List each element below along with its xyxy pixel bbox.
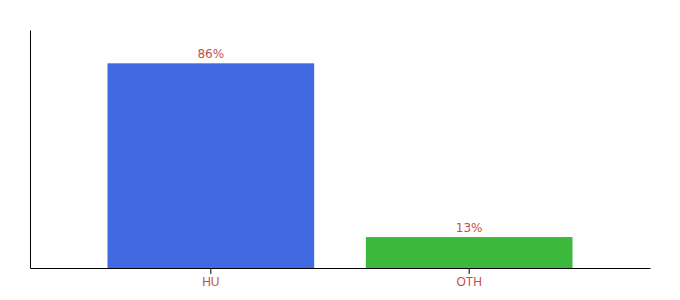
x-tick-label: OTH	[456, 275, 481, 289]
x-axis: HU OTH	[31, 268, 651, 289]
data-label: 13%	[456, 221, 483, 235]
data-label: 86%	[197, 47, 224, 61]
x-tick-mark	[210, 268, 211, 274]
x-tick: HU	[202, 268, 219, 289]
x-tick: OTH	[456, 268, 481, 289]
chart-svg: 86% 13% HU OTH	[0, 0, 680, 300]
chart-container: 86% 13% HU OTH	[0, 0, 680, 300]
x-tick-label: HU	[202, 275, 219, 289]
data-labels: 86% 13%	[197, 47, 482, 235]
bar	[108, 63, 315, 268]
y-axis	[30, 31, 31, 269]
bar	[366, 237, 573, 268]
plot-area: 86% 13% HU OTH	[31, 31, 651, 289]
x-tick-mark	[469, 268, 470, 274]
y-axis-line	[30, 31, 31, 269]
bars	[108, 63, 573, 268]
x-axis-line	[31, 268, 651, 269]
